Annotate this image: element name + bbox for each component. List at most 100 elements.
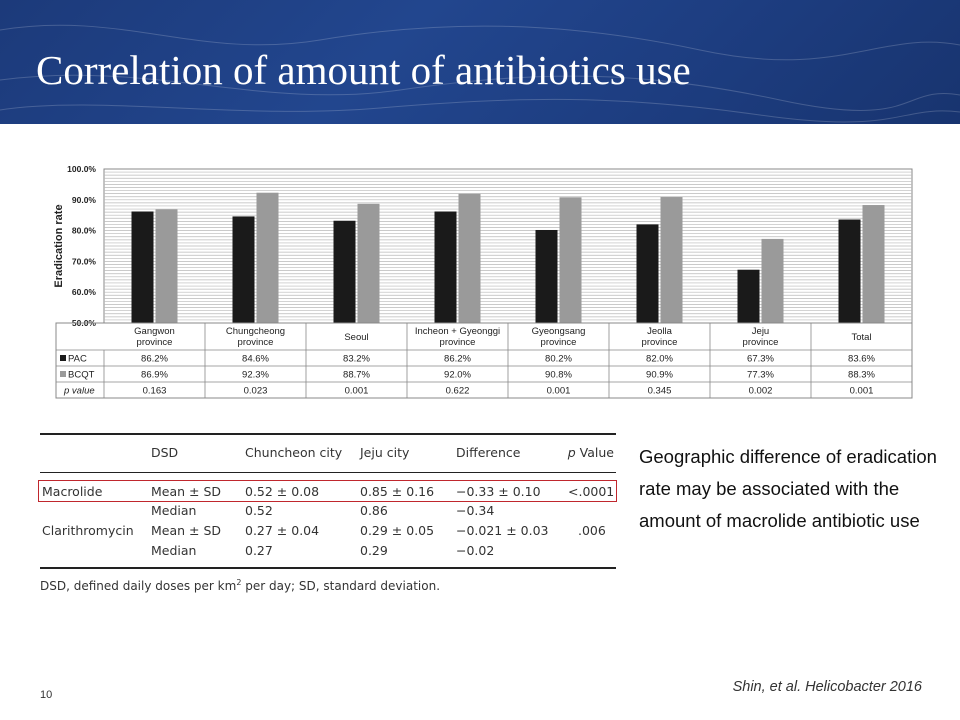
table-cell: 0.85 ± 0.16 bbox=[360, 484, 435, 499]
bar-bcqt-6 bbox=[761, 238, 784, 323]
table-cell: Median bbox=[151, 543, 197, 558]
category-label-1: Chungcheong bbox=[226, 326, 285, 337]
value-label-bcqt-4: 90.8% bbox=[545, 370, 572, 381]
legend-swatch-bcqt bbox=[60, 371, 66, 377]
value-label-bcqt-6: 77.3% bbox=[747, 370, 774, 381]
y-tick-label: 100.0% bbox=[67, 164, 96, 174]
bar-pac-5 bbox=[636, 224, 659, 323]
footnote-superscript: 2 bbox=[236, 578, 242, 587]
bar-bcqt-7 bbox=[862, 205, 885, 323]
y-tick-label: 80.0% bbox=[72, 226, 97, 236]
table-cell: .006 bbox=[578, 523, 606, 538]
y-tick-label: 60.0% bbox=[72, 287, 97, 297]
bar-bcqt-2 bbox=[357, 203, 380, 323]
category-label-1-line2: province bbox=[238, 337, 274, 348]
value-label-pac-2: 83.2% bbox=[343, 354, 370, 365]
value-label-bcqt-2: 88.7% bbox=[343, 370, 370, 381]
y-axis-label: Eradication rate bbox=[53, 204, 65, 287]
category-label-6: Jeju bbox=[752, 326, 769, 337]
value-label-pac-7: 83.6% bbox=[848, 354, 875, 365]
category-label-2: Seoul bbox=[344, 332, 368, 343]
table-cell: Clarithromycin bbox=[42, 523, 134, 538]
category-label-0-line2: province bbox=[137, 337, 173, 348]
bar-bcqt-4 bbox=[559, 197, 582, 323]
banner-texture bbox=[0, 24, 960, 123]
data-table-border bbox=[55, 322, 913, 399]
table-header-p-value: p Value bbox=[568, 445, 614, 460]
bar-pac-6 bbox=[737, 269, 760, 323]
y-tick-label: 70.0% bbox=[72, 256, 97, 266]
table-bottom-rule bbox=[40, 567, 616, 569]
p-italic: p bbox=[567, 445, 576, 460]
table-cell: −0.021 ± 0.03 bbox=[456, 523, 549, 538]
citation: Shin, et al. Helicobacter 2016 bbox=[732, 679, 922, 695]
value-label-pac-3: 86.2% bbox=[444, 354, 471, 365]
value-label-bcqt-0: 86.9% bbox=[141, 370, 168, 381]
p-value-4: 0.001 bbox=[547, 386, 571, 397]
table-footnote: DSD, defined daily doses per km2 per day… bbox=[40, 578, 440, 593]
takeaway-text: Geographic difference of eradication rat… bbox=[639, 446, 937, 531]
bar-bcqt-5 bbox=[660, 197, 683, 323]
legend-swatch-pac bbox=[60, 355, 66, 361]
table-cell: 0.52 bbox=[245, 503, 273, 518]
table-cell: 0.27 ± 0.04 bbox=[245, 523, 320, 538]
bar-pac-4 bbox=[535, 229, 558, 323]
bar-pac-3 bbox=[434, 211, 457, 323]
table-header-jeju: Jeju city bbox=[360, 445, 410, 460]
category-label-4: Gyeongsang bbox=[532, 326, 586, 337]
category-label-3-line2: province bbox=[440, 337, 476, 348]
table-header-rule bbox=[40, 472, 616, 473]
table-top-rule bbox=[40, 433, 616, 435]
table-cell: −0.02 bbox=[456, 543, 495, 558]
table-header-p-value-word: Value bbox=[579, 445, 614, 460]
table-cell: Macrolide bbox=[42, 484, 103, 499]
table-cell: 0.29 ± 0.05 bbox=[360, 523, 435, 538]
title-banner: Correlation of amount of antibiotics use bbox=[0, 0, 960, 124]
value-label-bcqt-5: 90.9% bbox=[646, 370, 673, 381]
table-cell: Mean ± SD bbox=[151, 484, 222, 499]
table-cell: Median bbox=[151, 503, 197, 518]
bar-pac-2 bbox=[333, 220, 356, 323]
slide-number: 10 bbox=[40, 689, 53, 701]
p-value-0: 0.163 bbox=[143, 386, 167, 397]
value-label-bcqt-3: 92.0% bbox=[444, 370, 471, 381]
value-label-pac-4: 80.2% bbox=[545, 354, 572, 365]
category-label-4-line2: province bbox=[541, 337, 577, 348]
bar-bcqt-0 bbox=[155, 209, 178, 323]
legend-label-pac: PAC bbox=[68, 354, 87, 365]
category-label-5-line2: province bbox=[642, 337, 678, 348]
bar-bcqt-1 bbox=[256, 192, 279, 323]
legend-label-bcqt: BCQT bbox=[68, 370, 95, 381]
value-label-bcqt-1: 92.3% bbox=[242, 370, 269, 381]
value-label-bcqt-7: 88.3% bbox=[848, 370, 875, 381]
p-value-2: 0.001 bbox=[345, 386, 369, 397]
p-value-5: 0.345 bbox=[648, 386, 672, 397]
p-value-1: 0.023 bbox=[244, 386, 268, 397]
macrolide-highlight-box bbox=[38, 480, 617, 502]
category-label-6-line2: province bbox=[743, 337, 779, 348]
table-header-dsd: DSD bbox=[151, 445, 179, 460]
value-label-pac-6: 67.3% bbox=[747, 354, 774, 365]
table-cell: 0.86 bbox=[360, 503, 388, 518]
table-cell: 0.29 bbox=[360, 543, 388, 558]
p-value-6: 0.002 bbox=[749, 386, 773, 397]
bar-pac-7 bbox=[838, 219, 861, 323]
table-cell: −0.33 ± 0.10 bbox=[456, 484, 541, 499]
value-label-pac-0: 86.2% bbox=[141, 354, 168, 365]
value-label-pac-5: 82.0% bbox=[646, 354, 673, 365]
table-cell: Mean ± SD bbox=[151, 523, 222, 538]
table-header-difference: Difference bbox=[456, 445, 521, 460]
y-tick-label: 90.0% bbox=[72, 195, 97, 205]
value-label-pac-1: 84.6% bbox=[242, 354, 269, 365]
table-cell: 0.27 bbox=[245, 543, 273, 558]
table-cell: −0.34 bbox=[456, 503, 495, 518]
p-value-7: 0.001 bbox=[850, 386, 874, 397]
category-label-5: Jeolla bbox=[647, 326, 673, 337]
table-cell: <.0001 bbox=[568, 484, 615, 499]
bar-pac-0 bbox=[131, 211, 154, 323]
footnote-text: DSD, defined daily doses per km bbox=[40, 579, 237, 593]
table-cell: 0.52 ± 0.08 bbox=[245, 484, 320, 499]
category-label-3: Incheon + Gyeonggi bbox=[415, 326, 500, 337]
eradication-rate-chart: 100.0%90.0%80.0%70.0%60.0%50.0%Eradicati… bbox=[53, 164, 913, 399]
p-value-3: 0.622 bbox=[446, 386, 470, 397]
